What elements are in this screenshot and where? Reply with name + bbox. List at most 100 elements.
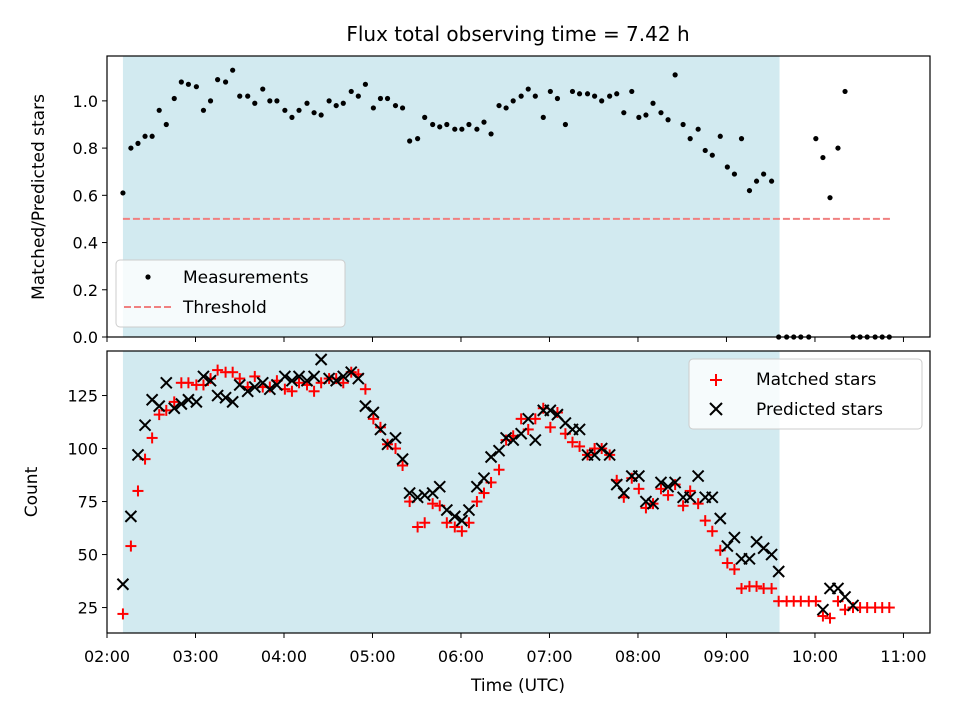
predicted-star-point: [190, 395, 203, 409]
matched-star-point: [471, 496, 483, 508]
legend-matched-marker: [710, 374, 722, 386]
measurement-point: [813, 136, 819, 142]
count-xtick-label: 06:00: [438, 647, 484, 666]
count-ytick-label: 25: [78, 599, 98, 618]
measurement-point: [326, 98, 332, 104]
measurement-point: [599, 98, 605, 104]
matched-star-point: [441, 517, 453, 529]
count-panel-frame: [106, 350, 931, 634]
matched-star-point: [456, 525, 468, 537]
measurement-point: [252, 100, 258, 106]
measurement-point: [629, 88, 635, 95]
matched-star-point: [493, 464, 505, 476]
count-xtick-label: 08:00: [615, 647, 661, 666]
matched-star-point: [182, 377, 194, 389]
chart-title: Flux total observing time = 7.42 h: [346, 22, 689, 46]
measurement-point: [761, 171, 767, 177]
measurement-point: [621, 110, 627, 116]
legend-predicted-label: Predicted stars: [756, 400, 883, 420]
matched-star-point: [117, 608, 129, 620]
predicted-star-point: [226, 395, 239, 409]
measurement-point: [753, 178, 760, 184]
predicted-star-point: [448, 510, 461, 523]
matched-star-point: [817, 610, 829, 622]
predicted-star-point: [440, 503, 454, 517]
measurement-point: [731, 171, 738, 177]
matched-star-point: [515, 413, 527, 425]
predicted-star-point: [816, 603, 830, 616]
predicted-star-point: [683, 491, 697, 504]
measurement-point: [149, 133, 155, 139]
measurement-point: [215, 77, 221, 83]
count-shaded-region: [122, 351, 780, 633]
predicted-star-point: [160, 376, 173, 390]
predicted-star-point: [728, 531, 741, 544]
count-xtick-label: 05:00: [349, 647, 395, 666]
measurement-point: [466, 121, 472, 128]
predicted-star-point: [772, 565, 785, 578]
predicted-star-point: [389, 431, 402, 445]
matched-star-point: [412, 521, 424, 533]
matched-star-point: [566, 436, 578, 448]
measurement-point: [142, 133, 148, 139]
predicted-star-point: [396, 452, 409, 466]
count-xtick-label: 03:00: [172, 647, 218, 666]
ratio-ytick-label: 0.8: [73, 139, 98, 158]
predicted-star-point: [506, 433, 520, 447]
predicted-star-point: [337, 370, 350, 383]
predicted-star-point: [381, 438, 394, 451]
x-axis-label: Time (UTC): [470, 676, 565, 696]
matched-star-point: [684, 485, 696, 497]
predicted-star-point: [307, 370, 321, 383]
matched-star-point: [427, 498, 439, 510]
count-ytick-label: 125: [67, 387, 98, 406]
count-xtick-label: 09:00: [703, 647, 749, 666]
legend-threshold-label: Threshold: [182, 298, 267, 318]
predicted-star-point: [661, 480, 675, 493]
measurement-point: [724, 164, 730, 170]
ratio-legend: Measurements Threshold: [115, 259, 346, 328]
matched-star-point: [736, 582, 748, 594]
predicted-star-point: [603, 448, 616, 462]
measurement-point: [569, 88, 576, 95]
measurement-point: [260, 86, 266, 92]
predicted-star-point: [691, 469, 705, 483]
measurement-point: [554, 95, 561, 102]
predicted-star-point: [182, 393, 195, 406]
measurement-point: [820, 154, 826, 161]
count-xtick-label: 04:00: [261, 647, 307, 666]
measurement-point: [437, 124, 443, 130]
matched-star-point: [227, 366, 239, 378]
predicted-star-point: [757, 541, 770, 555]
matched-star-point: [824, 612, 836, 624]
legend-matched-label: Matched stars: [756, 370, 876, 390]
predicted-star-point: [617, 486, 631, 500]
predicted-star-point: [300, 374, 314, 387]
predicted-star-point: [403, 486, 416, 500]
predicted-star-point: [352, 372, 365, 385]
matched-star-point: [146, 432, 158, 444]
measurement-point: [658, 110, 664, 116]
measurement-point: [318, 112, 324, 118]
matched-star-point: [478, 487, 490, 499]
count-ytick-label: 50: [78, 546, 98, 565]
predicted-star-point: [329, 374, 343, 387]
matched-star-point: [721, 557, 733, 569]
measurement-point: [193, 84, 199, 90]
predicted-star-point: [248, 380, 261, 394]
predicted-star-point: [153, 399, 166, 413]
measurement-point: [452, 126, 458, 132]
measurement-point: [430, 121, 436, 128]
measurement-point: [518, 93, 524, 99]
matched-star-point: [883, 602, 895, 614]
predicted-star-point: [138, 419, 152, 432]
measurement-point: [185, 81, 192, 87]
measurement-point: [584, 91, 591, 97]
measurement-point: [827, 195, 833, 201]
measurement-point: [474, 126, 480, 132]
ratio-ytick-label: 0.6: [73, 186, 98, 205]
measurement-point: [415, 136, 421, 142]
matched-star-point: [125, 540, 137, 552]
measurement-point: [311, 110, 317, 116]
legend-measurements-marker: [145, 274, 151, 280]
